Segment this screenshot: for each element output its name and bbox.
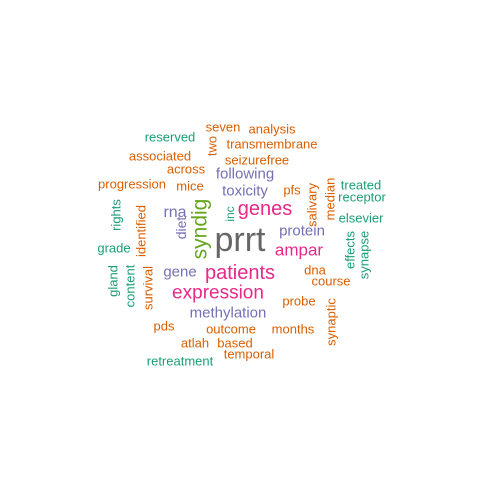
word-elsevier: elsevier (338, 210, 384, 226)
word-identified: identified (133, 204, 149, 258)
word-methylation: methylation (189, 304, 267, 322)
word-associated: associated (128, 148, 192, 164)
word-salivary: salivary (304, 182, 320, 228)
word-atlah: atlah (180, 335, 210, 351)
word-ampar: ampar (274, 240, 324, 260)
word-receptor: receptor (338, 189, 386, 205)
word-grade: grade (97, 240, 131, 256)
word-gland: gland (105, 265, 121, 297)
word-content: content (122, 264, 138, 308)
word-synaptic: synaptic (323, 298, 339, 346)
word-following: following (215, 165, 275, 183)
word-gene: gene (163, 263, 197, 281)
word-prrt: prrt (214, 221, 266, 259)
word-seizurefree: seizurefree (224, 152, 290, 168)
word-survival: survival (140, 265, 156, 311)
word-outcome: outcome (206, 321, 256, 337)
word-transmembrane: transmembrane (226, 136, 318, 152)
word-pds: pds (153, 318, 175, 334)
word-diet: diet (173, 216, 189, 240)
word-temporal: temporal (223, 346, 275, 362)
word-reserved: reserved (144, 129, 196, 145)
word-treated: treated (340, 177, 382, 193)
word-pfs: pfs (283, 182, 301, 198)
word-dna: dna (304, 262, 326, 278)
word-course: course (311, 273, 351, 289)
word-mice: mice (176, 178, 204, 194)
word-across: across (166, 161, 206, 177)
word-retreatment: retreatment (146, 353, 214, 369)
word-syndig: syndig (188, 198, 212, 260)
word-analysis: analysis (248, 121, 296, 137)
word-toxicity: toxicity (222, 182, 268, 200)
word-synapse: synapse (356, 230, 372, 280)
word-months: months (271, 321, 315, 337)
word-probe: probe (282, 293, 316, 309)
word-two: two (204, 135, 220, 157)
word-expression: expression (172, 282, 264, 304)
word-seven: seven (205, 119, 241, 135)
word-progression: progression (98, 176, 166, 192)
word-genes: genes (237, 198, 293, 220)
word-effects: effects (342, 230, 358, 270)
word-rna: rna (163, 204, 187, 221)
word-rights: rights (108, 199, 124, 231)
word-inc: inc (223, 206, 237, 222)
word-based: based (217, 335, 253, 351)
word-patients: patients (204, 262, 276, 284)
word-protein: protein (279, 222, 325, 240)
word-median: median (322, 177, 338, 221)
